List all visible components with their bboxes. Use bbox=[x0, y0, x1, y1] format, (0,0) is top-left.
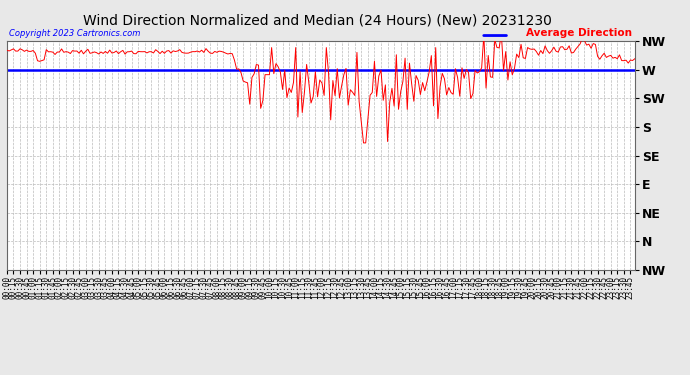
Text: Average Direction: Average Direction bbox=[526, 28, 631, 38]
Text: Wind Direction Normalized and Median (24 Hours) (New) 20231230: Wind Direction Normalized and Median (24… bbox=[83, 13, 552, 27]
Text: Copyright 2023 Cartronics.com: Copyright 2023 Cartronics.com bbox=[9, 29, 140, 38]
